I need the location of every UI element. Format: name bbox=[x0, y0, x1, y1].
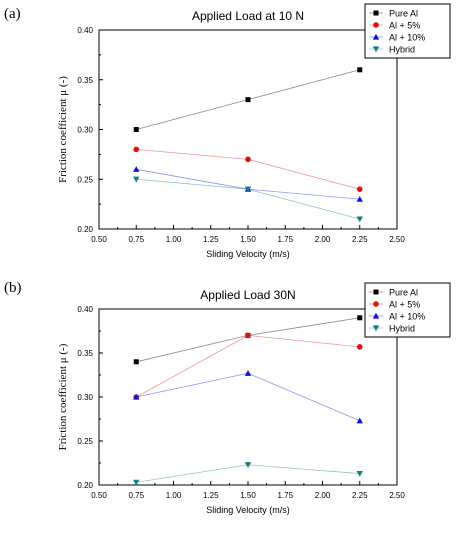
chart-panel-1: (b) Applied Load 30N 0.50 0.75 1.00 1.25 1.50 1… bbox=[4, 280, 451, 515]
chart-panel-0: (a) Applied Load at 10 N 0.50 0.75 1.00 1.25 1… bbox=[4, 3, 451, 259]
x-tick-label: 1.50 bbox=[240, 235, 256, 244]
x-tick-label: 0.50 bbox=[91, 235, 107, 244]
data-point bbox=[356, 216, 363, 223]
y-tick-label: 0.25 bbox=[77, 437, 93, 446]
data-point bbox=[357, 67, 363, 73]
data-point bbox=[133, 479, 140, 486]
legend-label: Al + 5% bbox=[389, 300, 420, 310]
data-point bbox=[245, 156, 251, 163]
y-tick-label: 0.30 bbox=[77, 393, 93, 402]
panel-label: (b) bbox=[4, 280, 22, 296]
y-axis-label: Friction coefficient μ (-) bbox=[57, 76, 69, 183]
y-tick-label: 0.25 bbox=[77, 175, 93, 184]
data-point bbox=[133, 166, 140, 172]
panel-label: (a) bbox=[4, 6, 21, 22]
y-tick-label: 0.35 bbox=[77, 76, 93, 85]
data-point bbox=[356, 186, 363, 192]
data-point bbox=[133, 127, 139, 132]
x-tick-label: 1.00 bbox=[166, 491, 182, 500]
x-tick-label: 1.75 bbox=[277, 491, 293, 500]
data-point bbox=[356, 417, 363, 424]
legend-label: Pure Al bbox=[389, 288, 418, 298]
data-point bbox=[356, 344, 363, 350]
data-point bbox=[244, 370, 252, 376]
data-point bbox=[244, 186, 252, 193]
data-point bbox=[244, 462, 252, 468]
x-tick-label: 1.25 bbox=[203, 235, 219, 244]
data-point bbox=[133, 359, 139, 365]
x-tick-label: 2.25 bbox=[352, 491, 368, 500]
y-axis-label: Friction coefficient μ (-) bbox=[57, 343, 69, 450]
legend: Pure Al Al + 5% Al + 10% Hybrid bbox=[364, 3, 451, 59]
legend-marker bbox=[373, 22, 379, 28]
x-tick-label: 1.00 bbox=[166, 235, 182, 244]
y-tick-label: 0.35 bbox=[77, 349, 93, 358]
data-point bbox=[245, 97, 251, 103]
x-tick-label: 2.50 bbox=[389, 235, 405, 244]
legend-marker bbox=[373, 289, 379, 295]
series-line-2 bbox=[136, 372, 360, 422]
legend-label: Pure Al bbox=[389, 9, 418, 19]
y-tick-label: 0.40 bbox=[77, 26, 93, 35]
legend-label: Al + 5% bbox=[389, 21, 420, 31]
chart-title: Applied Load at 10 N bbox=[192, 9, 304, 23]
legend-marker bbox=[372, 46, 380, 53]
x-tick-label: 0.75 bbox=[128, 235, 144, 244]
series-line-2 bbox=[136, 168, 360, 200]
x-tick-label: 1.25 bbox=[203, 491, 219, 500]
data-point bbox=[356, 470, 363, 477]
legend-marker bbox=[372, 33, 380, 40]
data-point bbox=[245, 332, 251, 339]
plot-frame bbox=[98, 29, 398, 230]
data-point bbox=[133, 176, 140, 183]
series-line-3 bbox=[136, 178, 360, 220]
legend-marker bbox=[372, 312, 380, 319]
series-line-1 bbox=[136, 334, 360, 398]
series-line-0 bbox=[136, 317, 360, 363]
data-point bbox=[356, 195, 363, 202]
x-tick-label: 0.75 bbox=[128, 491, 144, 500]
legend-box bbox=[364, 282, 451, 338]
x-axis-label: Sliding Velocity (m/s) bbox=[206, 249, 290, 259]
legend-marker bbox=[373, 10, 379, 16]
x-tick-label: 2.25 bbox=[352, 235, 368, 244]
legend: Pure Al Al + 5% Al + 10% Hybrid bbox=[364, 282, 451, 338]
x-axis-label: Sliding Velocity (m/s) bbox=[206, 505, 290, 515]
y-tick-label: 0.40 bbox=[77, 305, 93, 314]
x-tick-label: 0.50 bbox=[91, 491, 107, 500]
legend-label: Al + 10% bbox=[389, 312, 425, 322]
y-tick-label: 0.20 bbox=[77, 225, 93, 234]
legend-box bbox=[364, 3, 451, 59]
chart-title: Applied Load 30N bbox=[200, 288, 295, 302]
data-point bbox=[133, 146, 140, 153]
x-tick-label: 1.50 bbox=[240, 491, 256, 500]
legend-marker bbox=[373, 301, 379, 307]
data-point bbox=[133, 393, 140, 400]
y-tick-label: 0.30 bbox=[77, 126, 93, 135]
y-tick-label: 0.20 bbox=[77, 481, 93, 490]
x-tick-label: 1.75 bbox=[277, 235, 293, 244]
x-tick-label: 2.00 bbox=[315, 235, 331, 244]
x-tick-label: 2.50 bbox=[389, 491, 405, 500]
legend-label: Hybrid bbox=[389, 324, 415, 334]
x-tick-label: 2.00 bbox=[315, 491, 331, 500]
data-point bbox=[357, 315, 363, 321]
legend-label: Al + 10% bbox=[389, 33, 425, 43]
legend-marker bbox=[372, 325, 380, 332]
legend-label: Hybrid bbox=[389, 45, 415, 55]
series-line-1 bbox=[136, 149, 360, 190]
